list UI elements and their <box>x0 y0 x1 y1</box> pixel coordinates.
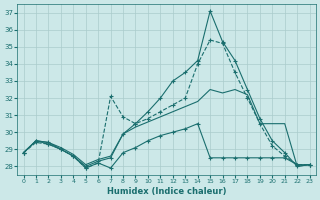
X-axis label: Humidex (Indice chaleur): Humidex (Indice chaleur) <box>107 187 226 196</box>
